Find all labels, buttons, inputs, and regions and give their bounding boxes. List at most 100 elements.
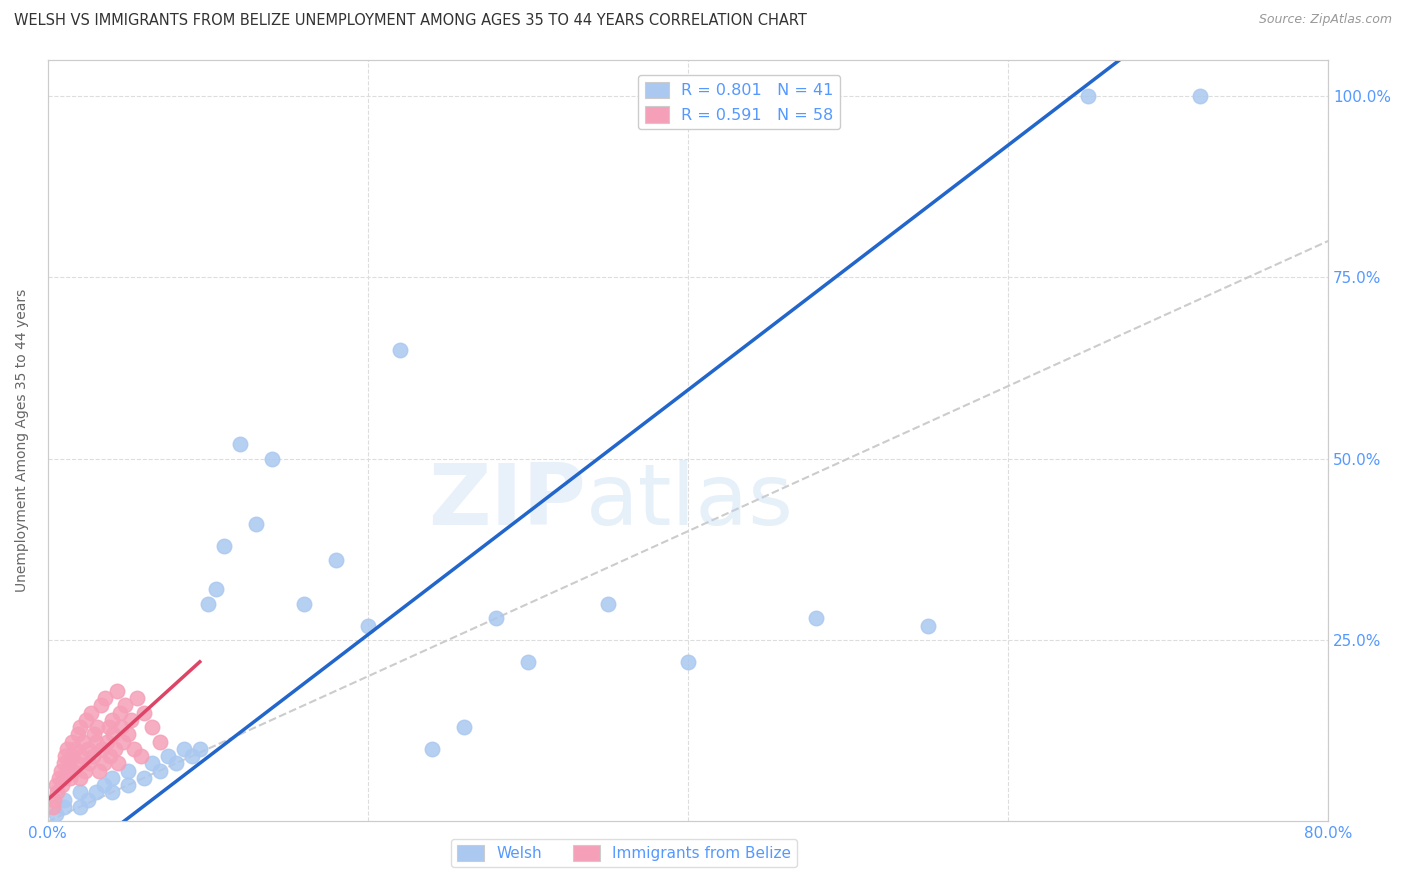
Point	[420, 742, 443, 756]
Point	[73, 764, 96, 778]
Point	[149, 734, 172, 748]
Point	[1189, 88, 1212, 103]
Point	[165, 756, 187, 771]
Point	[60, 734, 83, 748]
Point	[93, 756, 115, 771]
Point	[212, 539, 235, 553]
Point	[67, 727, 90, 741]
Point	[97, 720, 120, 734]
Point	[325, 553, 347, 567]
Point	[103, 727, 125, 741]
Point	[485, 611, 508, 625]
Point	[52, 756, 75, 771]
Point	[132, 771, 155, 785]
Y-axis label: Unemployment Among Ages 35 to 44 years: Unemployment Among Ages 35 to 44 years	[15, 289, 30, 592]
Point	[69, 720, 91, 734]
Point	[75, 713, 97, 727]
Point	[108, 706, 131, 720]
Point	[129, 749, 152, 764]
Point	[49, 764, 72, 778]
Point	[141, 720, 163, 734]
Point	[69, 771, 91, 785]
Point	[44, 793, 66, 807]
Point	[260, 451, 283, 466]
Point	[87, 764, 110, 778]
Point	[156, 749, 179, 764]
Point	[516, 655, 538, 669]
Point	[62, 764, 84, 778]
Point	[58, 756, 80, 771]
Point	[204, 582, 226, 597]
Point	[69, 800, 91, 814]
Text: WELSH VS IMMIGRANTS FROM BELIZE UNEMPLOYMENT AMONG AGES 35 TO 44 YEARS CORRELATI: WELSH VS IMMIGRANTS FROM BELIZE UNEMPLOY…	[14, 13, 807, 29]
Point	[110, 720, 132, 734]
Point	[596, 597, 619, 611]
Point	[173, 742, 195, 756]
Point	[48, 771, 70, 785]
Point	[117, 727, 139, 741]
Point	[98, 749, 121, 764]
Point	[59, 771, 82, 785]
Point	[91, 742, 114, 756]
Point	[111, 734, 134, 748]
Point	[120, 713, 142, 727]
Point	[122, 742, 145, 756]
Point	[83, 727, 105, 741]
Point	[72, 734, 94, 748]
Point	[180, 749, 202, 764]
Point	[69, 785, 91, 799]
Point	[86, 720, 108, 734]
Point	[229, 437, 252, 451]
Point	[56, 764, 79, 778]
Point	[76, 793, 98, 807]
Point	[84, 785, 107, 799]
Point	[45, 807, 67, 822]
Point	[804, 611, 827, 625]
Point	[70, 749, 93, 764]
Point	[100, 713, 122, 727]
Point	[292, 597, 315, 611]
Point	[132, 706, 155, 720]
Point	[141, 756, 163, 771]
Legend: R = 0.801   N = 41, R = 0.591   N = 58: R = 0.801 N = 41, R = 0.591 N = 58	[638, 75, 841, 129]
Point	[53, 749, 76, 764]
Point	[245, 516, 267, 531]
Point	[197, 597, 219, 611]
Point	[63, 742, 86, 756]
Point	[117, 764, 139, 778]
Point	[82, 749, 104, 764]
Point	[357, 618, 380, 632]
Text: Source: ZipAtlas.com: Source: ZipAtlas.com	[1258, 13, 1392, 27]
Point	[52, 793, 75, 807]
Text: atlas: atlas	[585, 460, 793, 543]
Point	[100, 785, 122, 799]
Point	[1077, 88, 1099, 103]
Point	[84, 734, 107, 748]
Point	[917, 618, 939, 632]
Point	[90, 698, 112, 713]
Point	[94, 691, 117, 706]
Point	[388, 343, 411, 357]
Point	[46, 785, 69, 799]
Point	[453, 720, 475, 734]
Point	[80, 706, 103, 720]
Point	[56, 742, 79, 756]
Point	[104, 742, 127, 756]
Point	[41, 800, 63, 814]
Point	[65, 756, 87, 771]
Point	[676, 655, 699, 669]
Point	[52, 771, 75, 785]
Point	[188, 742, 211, 756]
Point	[76, 742, 98, 756]
Point	[149, 764, 172, 778]
Point	[117, 778, 139, 792]
Point	[127, 691, 149, 706]
Point	[52, 800, 75, 814]
Point	[105, 684, 128, 698]
Text: ZIP: ZIP	[427, 460, 585, 543]
Point	[114, 698, 136, 713]
Point	[45, 778, 67, 792]
Point	[60, 749, 83, 764]
Point	[741, 88, 763, 103]
Point	[51, 778, 73, 792]
